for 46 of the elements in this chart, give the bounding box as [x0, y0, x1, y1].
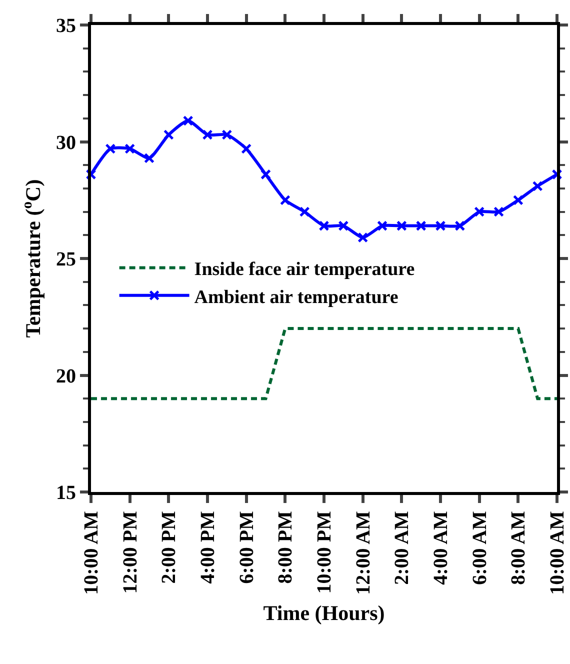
y-tick-label: 20: [56, 365, 76, 388]
point: [124, 144, 136, 154]
y-tick-label: 15: [56, 482, 76, 504]
point: [552, 169, 562, 180]
point: [454, 220, 466, 232]
point: [163, 129, 174, 140]
point: [222, 129, 232, 140]
x-tick-label: 10:00 AM: [80, 510, 102, 595]
point: [280, 194, 290, 206]
x-tick-label: 4:00 PM: [197, 510, 219, 584]
point: [182, 115, 194, 126]
point: [318, 220, 330, 232]
point: [241, 144, 252, 154]
x-tick-label: 6:00 AM: [468, 510, 491, 585]
x-tick-label: 10:00 PM: [314, 510, 336, 594]
point: [416, 220, 426, 232]
point: [435, 220, 446, 232]
x-tick-label: 12:00 PM: [119, 510, 142, 594]
point: [260, 169, 271, 180]
point: [512, 194, 524, 206]
x-tick-label: 2:00 PM: [158, 510, 180, 584]
point: [396, 220, 407, 232]
point: [377, 220, 388, 232]
point: [105, 144, 116, 154]
y-tick-label: 35: [56, 15, 76, 37]
point: [494, 206, 504, 218]
point: [299, 206, 310, 218]
point: [358, 232, 368, 243]
y-tick-label: 25: [56, 248, 76, 270]
point: [474, 206, 485, 218]
legend-label: Inside face air temperature: [194, 259, 415, 280]
x-tick-label: 8:00 AM: [508, 510, 530, 585]
x-tick-label: 4:00 AM: [430, 510, 452, 585]
x-tick-label: 8:00 PM: [274, 510, 297, 584]
point: [144, 152, 154, 164]
point: [338, 220, 349, 232]
point: [532, 180, 543, 192]
x-tick-label: 6:00 PM: [236, 510, 258, 584]
x-axis-title: Time (Hours): [263, 601, 385, 626]
x-tick-label: 12:00 AM: [352, 510, 374, 595]
x-tick-label: 2:00 AM: [391, 510, 414, 585]
legend-label: Ambient air temperature: [194, 286, 398, 308]
point: [86, 169, 96, 180]
y-tick-label: 30: [56, 132, 76, 154]
x-tick-label: 10:00 AM: [546, 510, 568, 595]
point: [202, 129, 213, 140]
